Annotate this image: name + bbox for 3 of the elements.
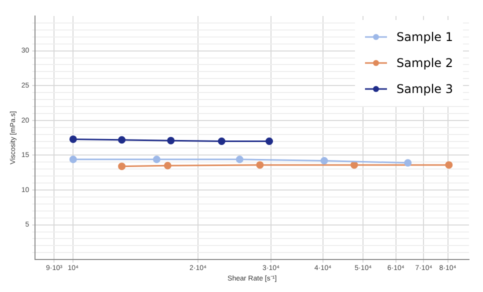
legend-label: Sample 3 [396, 82, 453, 96]
legend-label: Sample 2 [396, 56, 453, 70]
legend-label: Sample 1 [396, 30, 453, 44]
